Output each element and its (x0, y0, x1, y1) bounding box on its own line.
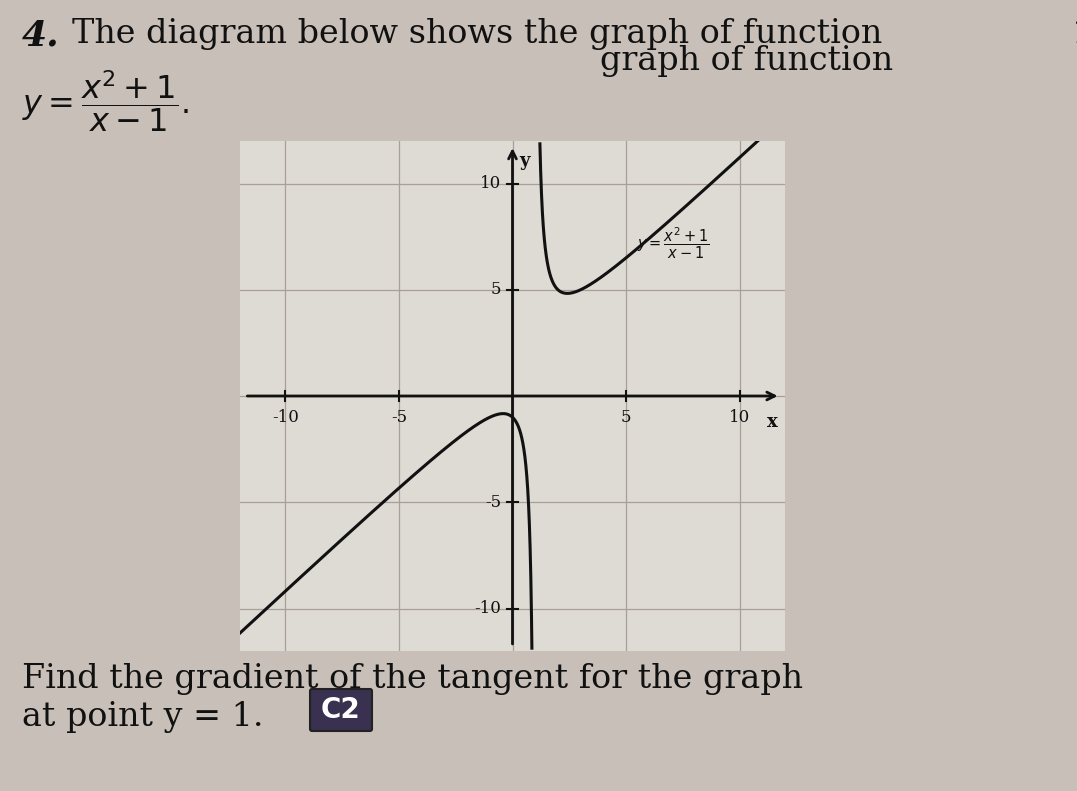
Text: 10: 10 (480, 175, 501, 192)
Text: Find the gradient of the tangent for the graph: Find the gradient of the tangent for the… (22, 663, 803, 695)
Text: y: y (519, 152, 530, 169)
Text: $y = \dfrac{x^2+1}{x-1}$: $y = \dfrac{x^2+1}{x-1}$ (638, 225, 710, 260)
Text: 5: 5 (491, 282, 501, 298)
Text: graph of function: graph of function (600, 45, 893, 77)
Text: 1: 1 (1072, 18, 1077, 50)
Text: The diagram below shows the graph of function: The diagram below shows the graph of fun… (72, 18, 882, 50)
Text: -10: -10 (474, 600, 501, 617)
Text: x: x (767, 413, 778, 431)
Text: -5: -5 (391, 409, 407, 426)
Text: at point y = 1.: at point y = 1. (22, 701, 264, 733)
Text: 5: 5 (620, 409, 631, 426)
Text: 4.: 4. (22, 18, 59, 52)
Text: $y = \dfrac{x^2 + 1}{x - 1}.$: $y = \dfrac{x^2 + 1}{x - 1}.$ (22, 68, 188, 134)
Text: -10: -10 (272, 409, 298, 426)
Text: -5: -5 (485, 494, 501, 511)
Text: 10: 10 (729, 409, 751, 426)
Text: C2: C2 (321, 696, 361, 724)
FancyBboxPatch shape (310, 689, 372, 731)
